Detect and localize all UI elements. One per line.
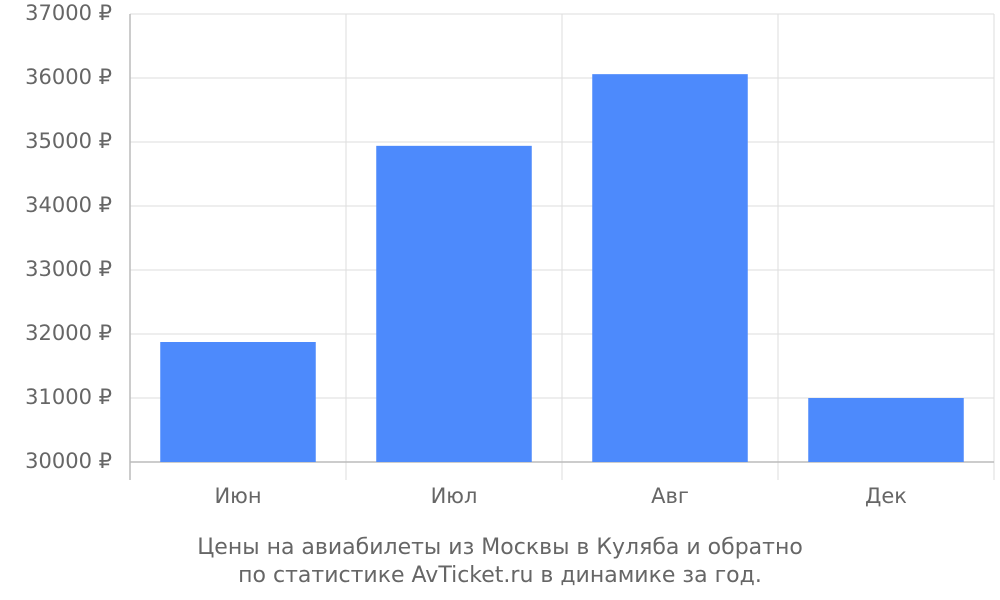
bar (376, 145, 532, 462)
x-tick-label: Июн (214, 484, 261, 508)
y-tick-label: 32000 ₽ (25, 321, 112, 345)
x-tick-label: Дек (865, 484, 907, 508)
y-tick-label: 33000 ₽ (25, 257, 112, 281)
x-tick-label: Авг (651, 484, 689, 508)
y-tick-label: 31000 ₽ (25, 385, 112, 409)
caption-line: Цены на авиабилеты из Москвы в Куляба и … (197, 535, 803, 560)
bar (808, 398, 964, 462)
caption-line: по статистике AvTicket.ru в динамике за … (238, 563, 762, 588)
bar (592, 74, 748, 462)
y-tick-label: 35000 ₽ (25, 129, 112, 153)
x-tick-label: Июл (431, 484, 478, 508)
y-tick-label: 37000 ₽ (25, 1, 112, 25)
bar (160, 342, 316, 462)
y-tick-label: 34000 ₽ (25, 193, 112, 217)
y-tick-label: 30000 ₽ (25, 449, 112, 473)
y-tick-label: 36000 ₽ (25, 65, 112, 89)
